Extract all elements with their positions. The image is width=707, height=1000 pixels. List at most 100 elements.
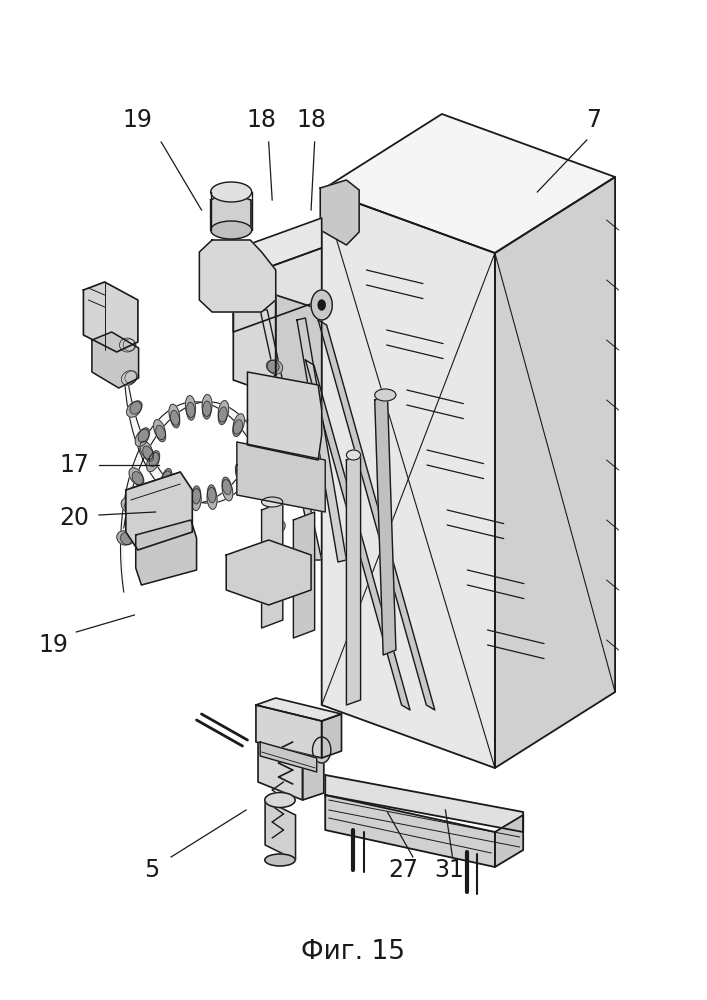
Ellipse shape <box>264 854 295 866</box>
Polygon shape <box>256 705 322 758</box>
Polygon shape <box>233 218 322 280</box>
Ellipse shape <box>346 450 361 460</box>
Polygon shape <box>226 540 311 605</box>
Ellipse shape <box>202 394 212 416</box>
Ellipse shape <box>222 480 233 501</box>
Polygon shape <box>293 512 315 638</box>
Ellipse shape <box>170 410 180 428</box>
Ellipse shape <box>222 477 231 495</box>
Text: 27: 27 <box>388 858 418 882</box>
Text: 18: 18 <box>296 108 326 132</box>
Polygon shape <box>120 313 283 592</box>
Ellipse shape <box>120 533 133 545</box>
Polygon shape <box>495 815 523 867</box>
Ellipse shape <box>135 429 149 447</box>
Polygon shape <box>258 742 303 800</box>
Polygon shape <box>322 114 615 253</box>
Polygon shape <box>258 735 324 760</box>
Ellipse shape <box>257 458 271 476</box>
Polygon shape <box>260 310 322 560</box>
Ellipse shape <box>211 221 252 239</box>
Ellipse shape <box>149 451 160 466</box>
Circle shape <box>311 290 332 320</box>
Ellipse shape <box>257 420 271 437</box>
Ellipse shape <box>267 360 283 374</box>
Ellipse shape <box>143 446 153 461</box>
Ellipse shape <box>233 420 243 436</box>
Circle shape <box>318 300 325 310</box>
Polygon shape <box>375 395 396 655</box>
Ellipse shape <box>262 497 283 507</box>
Ellipse shape <box>233 414 245 434</box>
Ellipse shape <box>124 501 137 514</box>
Polygon shape <box>260 742 317 772</box>
Polygon shape <box>237 442 325 512</box>
Polygon shape <box>305 360 410 710</box>
Text: 19: 19 <box>123 108 153 132</box>
Ellipse shape <box>375 389 396 401</box>
Polygon shape <box>233 248 322 332</box>
Ellipse shape <box>245 439 256 454</box>
Polygon shape <box>303 753 324 800</box>
Polygon shape <box>211 192 251 238</box>
Ellipse shape <box>211 182 252 202</box>
Ellipse shape <box>138 428 150 442</box>
Text: 17: 17 <box>59 453 89 477</box>
Ellipse shape <box>271 553 287 567</box>
Ellipse shape <box>264 792 295 808</box>
Polygon shape <box>262 502 283 628</box>
Polygon shape <box>325 775 523 832</box>
Ellipse shape <box>269 522 281 534</box>
Polygon shape <box>297 318 346 562</box>
Ellipse shape <box>265 488 279 503</box>
Ellipse shape <box>125 371 137 383</box>
Ellipse shape <box>117 531 132 545</box>
Ellipse shape <box>264 392 279 407</box>
Ellipse shape <box>264 491 276 504</box>
Polygon shape <box>322 714 341 758</box>
Ellipse shape <box>235 463 245 480</box>
Ellipse shape <box>127 402 141 417</box>
Ellipse shape <box>187 402 195 420</box>
Ellipse shape <box>267 360 279 372</box>
Ellipse shape <box>132 472 144 486</box>
Ellipse shape <box>122 371 136 385</box>
Polygon shape <box>320 180 359 245</box>
Polygon shape <box>276 295 322 410</box>
Ellipse shape <box>207 485 216 503</box>
Text: 31: 31 <box>435 858 464 882</box>
Ellipse shape <box>263 391 275 404</box>
Ellipse shape <box>185 396 195 418</box>
Polygon shape <box>325 795 495 867</box>
Ellipse shape <box>156 425 165 442</box>
Ellipse shape <box>153 420 165 440</box>
Text: 5: 5 <box>144 858 160 882</box>
Ellipse shape <box>140 441 153 460</box>
Ellipse shape <box>130 401 142 414</box>
Ellipse shape <box>162 469 172 485</box>
Polygon shape <box>126 472 192 550</box>
Text: 19: 19 <box>38 633 68 657</box>
Ellipse shape <box>235 465 247 485</box>
Ellipse shape <box>218 401 228 422</box>
Ellipse shape <box>146 453 159 472</box>
Polygon shape <box>233 280 276 395</box>
Polygon shape <box>247 372 322 460</box>
Ellipse shape <box>119 338 135 352</box>
Polygon shape <box>136 520 197 585</box>
Polygon shape <box>318 320 435 710</box>
Ellipse shape <box>129 468 143 485</box>
Polygon shape <box>265 800 296 860</box>
Text: 7: 7 <box>586 108 602 132</box>
Ellipse shape <box>247 444 258 459</box>
Ellipse shape <box>203 401 211 419</box>
Ellipse shape <box>123 339 136 351</box>
Polygon shape <box>199 240 276 312</box>
Polygon shape <box>92 332 139 388</box>
Polygon shape <box>495 177 615 768</box>
Ellipse shape <box>247 445 260 464</box>
Ellipse shape <box>192 486 201 504</box>
Ellipse shape <box>177 480 186 498</box>
Ellipse shape <box>160 471 172 491</box>
Ellipse shape <box>121 498 136 513</box>
